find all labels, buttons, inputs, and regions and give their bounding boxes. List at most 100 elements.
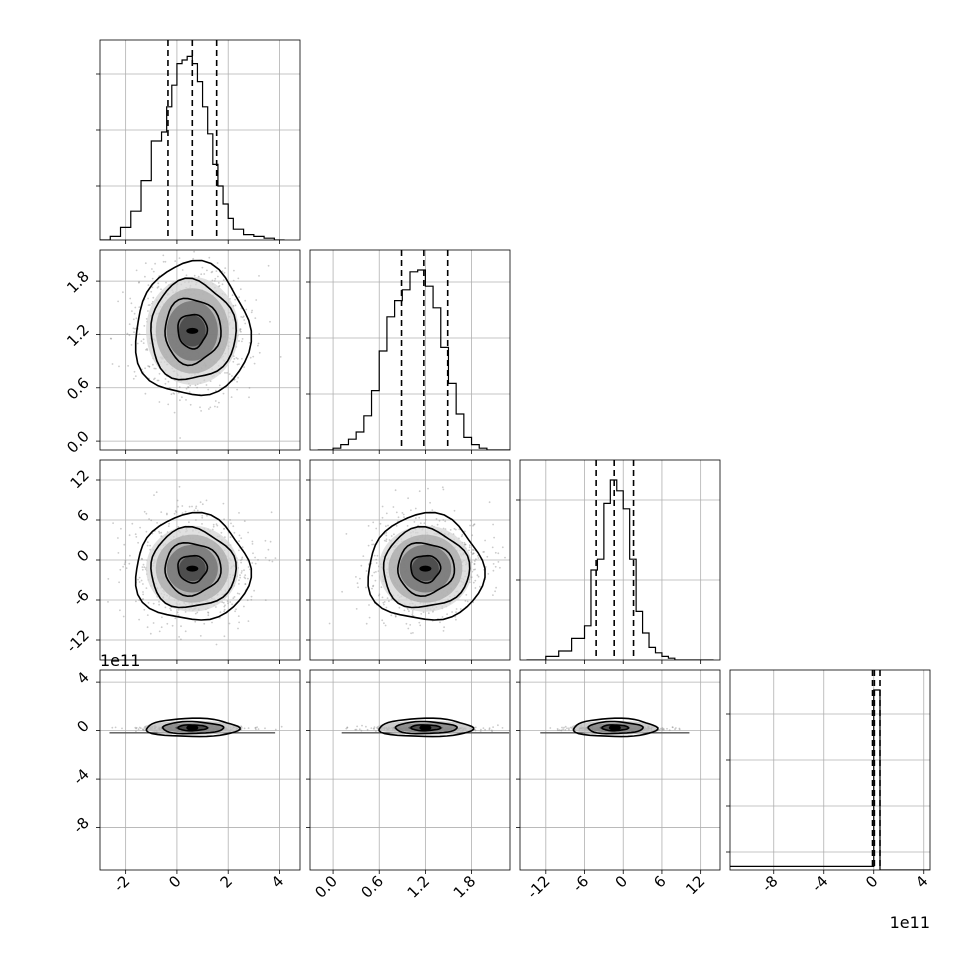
sample-point [499, 566, 501, 569]
sample-point [238, 340, 240, 342]
sample-point [264, 599, 267, 601]
sample-point [492, 569, 495, 572]
sample-point [194, 620, 197, 623]
sample-point [249, 356, 252, 359]
sample-point [151, 286, 154, 289]
sample-point [112, 522, 114, 524]
sample-point [661, 727, 664, 729]
sample-point [237, 277, 240, 280]
panel-1-1 [306, 249, 511, 454]
panel-frame [309, 459, 511, 661]
sample-point [257, 342, 260, 345]
sample-point [419, 624, 422, 627]
sample-point [146, 541, 149, 544]
sample-point [244, 577, 247, 580]
sample-point [446, 613, 448, 616]
sample-point [219, 611, 222, 614]
sample-point [442, 519, 445, 521]
sample-point [196, 611, 199, 614]
sample-point [223, 608, 226, 611]
density-peak [186, 565, 199, 572]
sample-point [158, 532, 161, 534]
sample-point [157, 285, 160, 288]
sample-point [138, 306, 141, 308]
sample-point [268, 559, 271, 562]
sample-point [181, 512, 184, 515]
sample-point [460, 535, 463, 538]
sample-point [241, 556, 244, 559]
sample-point [418, 490, 421, 493]
sample-point [471, 553, 474, 556]
sample-point [233, 531, 236, 534]
sample-point [381, 596, 384, 599]
panel-frame [519, 459, 721, 661]
sample-point [473, 523, 476, 526]
sample-point [142, 342, 145, 344]
sample-point [194, 384, 197, 387]
sample-point [222, 392, 225, 395]
sample-point [482, 551, 485, 553]
sample-point [136, 342, 139, 345]
sample-point [185, 274, 188, 277]
sample-point [471, 548, 474, 551]
sample-point [251, 540, 254, 543]
sample-point [230, 396, 233, 398]
sample-point [223, 527, 226, 530]
sample-point [244, 583, 247, 585]
sample-point [147, 304, 150, 306]
sample-point [239, 329, 242, 332]
sample-point [372, 585, 374, 588]
sample-point [117, 300, 119, 303]
sample-point [409, 624, 412, 626]
sample-point [181, 269, 184, 271]
sample-point [238, 540, 241, 542]
sample-point [267, 264, 270, 267]
sample-point [194, 612, 197, 615]
sample-point [279, 356, 282, 358]
sample-point [243, 319, 246, 321]
sample-point [238, 579, 240, 582]
sample-point [135, 726, 138, 729]
sample-point [562, 728, 564, 731]
sample-point [210, 271, 213, 274]
sample-point [497, 552, 500, 555]
sample-point [233, 596, 236, 598]
sample-point [255, 299, 258, 301]
sample-point [145, 530, 148, 533]
panel-frame [99, 39, 301, 241]
sample-point [181, 396, 183, 399]
sample-point [232, 597, 235, 599]
sample-point [226, 600, 229, 602]
sample-point [151, 268, 153, 270]
sample-point [238, 621, 241, 624]
sample-point [193, 509, 196, 512]
sample-point [423, 522, 426, 525]
sample-point [178, 636, 181, 638]
sample-point [465, 594, 468, 596]
sample-point [373, 728, 375, 730]
sample-point [215, 643, 218, 646]
sample-point [454, 528, 457, 531]
sample-point [229, 601, 232, 603]
sample-point [164, 606, 167, 609]
sample-point [258, 351, 261, 354]
x-tick-label: 4 [268, 872, 287, 891]
sample-point [145, 348, 147, 351]
sample-point [418, 621, 421, 624]
sample-point [251, 309, 254, 312]
sample-point [233, 269, 235, 272]
sample-point [238, 583, 240, 585]
sample-point [406, 525, 409, 527]
panel-frame [99, 249, 301, 451]
sample-point [469, 638, 472, 641]
sample-point [217, 275, 219, 278]
sample-point [435, 518, 438, 520]
sample-point [414, 517, 417, 520]
sample-point [186, 237, 188, 239]
sample-point [254, 726, 257, 729]
sample-point [474, 726, 477, 729]
sample-point [212, 523, 215, 526]
sample-point [135, 600, 137, 603]
sample-point [223, 605, 226, 608]
sample-point [207, 611, 209, 614]
